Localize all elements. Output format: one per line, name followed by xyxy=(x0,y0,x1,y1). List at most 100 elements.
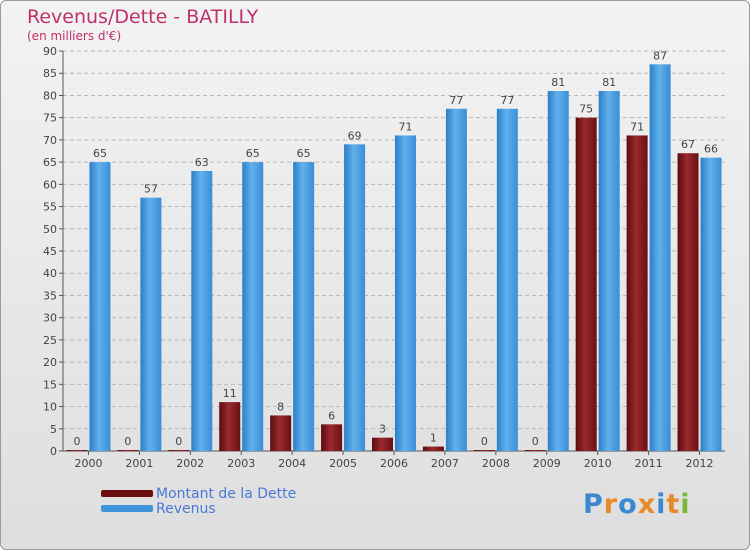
legend-swatch-revenus xyxy=(101,505,153,512)
bar-dette-2003[interactable] xyxy=(219,402,241,451)
bar-revenus-2007[interactable] xyxy=(445,108,467,452)
bar-dette-2012[interactable] xyxy=(677,153,699,451)
logo-letter: t xyxy=(666,489,681,520)
chart-subtitle: (en milliers d'€) xyxy=(27,29,122,43)
data-label-revenus-2000: 65 xyxy=(93,147,107,160)
y-tick-label-15: 15 xyxy=(43,378,57,391)
logo-letter: P xyxy=(583,489,604,520)
x-tick-label-2007: 2007 xyxy=(431,457,459,470)
legend-label-dette: Montant de la Dette xyxy=(156,486,297,502)
y-tick-label-80: 80 xyxy=(43,89,57,102)
logo-letter: i xyxy=(680,489,691,520)
bar-revenus-2011[interactable] xyxy=(649,64,671,452)
bar-dette-2002[interactable] xyxy=(168,450,190,451)
bar-revenus-2003[interactable] xyxy=(242,162,264,451)
bar-dette-2001[interactable] xyxy=(117,450,139,451)
bar-dette-2007[interactable] xyxy=(422,446,444,451)
data-label-dette-2012: 67 xyxy=(681,138,695,151)
data-label-revenus-2005: 69 xyxy=(348,129,362,142)
bar-dette-2000[interactable] xyxy=(66,450,88,451)
legend-swatch-dette xyxy=(101,490,153,497)
x-tick-label-2005: 2005 xyxy=(329,457,357,470)
data-label-revenus-2009: 81 xyxy=(551,76,565,89)
logo-letter: r xyxy=(603,489,619,520)
x-tick-label-2004: 2004 xyxy=(278,457,306,470)
y-tick-label-5: 5 xyxy=(50,423,57,436)
data-label-revenus-2002: 63 xyxy=(195,156,209,169)
bar-revenus-2001[interactable] xyxy=(140,197,162,451)
y-tick-label-35: 35 xyxy=(43,289,57,302)
data-label-dette-2006: 3 xyxy=(379,423,386,436)
x-tick-label-2011: 2011 xyxy=(635,457,663,470)
proxiti-logo[interactable]: Proxiti xyxy=(583,489,691,520)
data-label-dette-2004: 8 xyxy=(277,400,284,413)
data-label-dette-2010: 75 xyxy=(579,103,593,116)
data-label-revenus-2006: 71 xyxy=(399,120,413,133)
legend-label-revenus: Revenus xyxy=(156,501,216,517)
y-tick-label-85: 85 xyxy=(43,67,57,80)
bar-dette-2011[interactable] xyxy=(626,135,648,451)
bar-revenus-2010[interactable] xyxy=(598,91,620,451)
y-tick-label-90: 90 xyxy=(43,45,57,58)
x-tick-label-2008: 2008 xyxy=(482,457,510,470)
y-tick-label-40: 40 xyxy=(43,267,57,280)
bar-dette-2004[interactable] xyxy=(270,415,292,451)
y-tick-label-75: 75 xyxy=(43,112,57,125)
bar-revenus-2004[interactable] xyxy=(293,162,315,451)
data-label-dette-2002: 0 xyxy=(175,435,182,448)
data-label-dette-2009: 0 xyxy=(532,435,539,448)
bar-revenus-2002[interactable] xyxy=(191,171,213,451)
data-label-revenus-2001: 57 xyxy=(144,183,158,196)
x-tick-label-2010: 2010 xyxy=(584,457,612,470)
bar-revenus-2006[interactable] xyxy=(395,135,416,451)
bar-dette-2009[interactable] xyxy=(524,450,546,451)
logo-letter: i xyxy=(656,489,667,520)
bar-dette-2005[interactable] xyxy=(321,424,343,451)
data-label-revenus-2004: 65 xyxy=(297,147,311,160)
y-tick-label-0: 0 xyxy=(50,445,57,458)
bar-revenus-2008[interactable] xyxy=(496,108,518,452)
bar-revenus-2012[interactable] xyxy=(700,157,722,451)
y-tick-label-20: 20 xyxy=(43,356,57,369)
y-tick-label-25: 25 xyxy=(43,334,57,347)
y-tick-label-45: 45 xyxy=(43,245,57,258)
data-label-dette-2001: 0 xyxy=(124,435,131,448)
data-label-revenus-2008: 77 xyxy=(500,94,514,107)
y-tick-label-65: 65 xyxy=(43,156,57,169)
data-label-dette-2007: 1 xyxy=(430,432,437,445)
data-label-dette-2005: 6 xyxy=(328,409,335,422)
logo-letter: o xyxy=(618,489,638,520)
bar-revenus-2000[interactable] xyxy=(89,162,111,451)
x-tick-label-2002: 2002 xyxy=(176,457,204,470)
x-tick-label-2006: 2006 xyxy=(380,457,408,470)
logo-letter: x xyxy=(637,489,657,520)
y-tick-label-10: 10 xyxy=(43,401,57,414)
y-tick-label-55: 55 xyxy=(43,201,57,214)
bar-dette-2006[interactable] xyxy=(372,437,393,451)
y-tick-label-50: 50 xyxy=(43,223,57,236)
data-label-dette-2000: 0 xyxy=(73,435,80,448)
data-label-revenus-2003: 65 xyxy=(246,147,260,160)
bar-revenus-2005[interactable] xyxy=(344,144,366,452)
x-tick-label-2000: 2000 xyxy=(74,457,102,470)
y-tick-label-70: 70 xyxy=(43,134,57,147)
x-tick-label-2012: 2012 xyxy=(686,457,714,470)
chart-title: Revenus/Dette - BATILLY xyxy=(27,6,259,28)
data-label-dette-2011: 71 xyxy=(630,120,644,133)
data-label-revenus-2010: 81 xyxy=(602,76,616,89)
data-label-revenus-2011: 87 xyxy=(653,49,667,62)
x-tick-label-2003: 2003 xyxy=(227,457,255,470)
bar-dette-2008[interactable] xyxy=(473,450,495,451)
bar-dette-2010[interactable] xyxy=(575,117,597,452)
y-tick-label-30: 30 xyxy=(43,312,57,325)
data-label-revenus-2007: 77 xyxy=(449,94,463,107)
x-tick-label-2001: 2001 xyxy=(125,457,153,470)
data-label-dette-2003: 11 xyxy=(223,387,237,400)
x-tick-label-2009: 2009 xyxy=(533,457,561,470)
data-label-revenus-2012: 66 xyxy=(704,143,718,156)
y-tick-label-60: 60 xyxy=(43,178,57,191)
bar-revenus-2009[interactable] xyxy=(547,91,569,451)
data-label-dette-2008: 0 xyxy=(481,435,488,448)
